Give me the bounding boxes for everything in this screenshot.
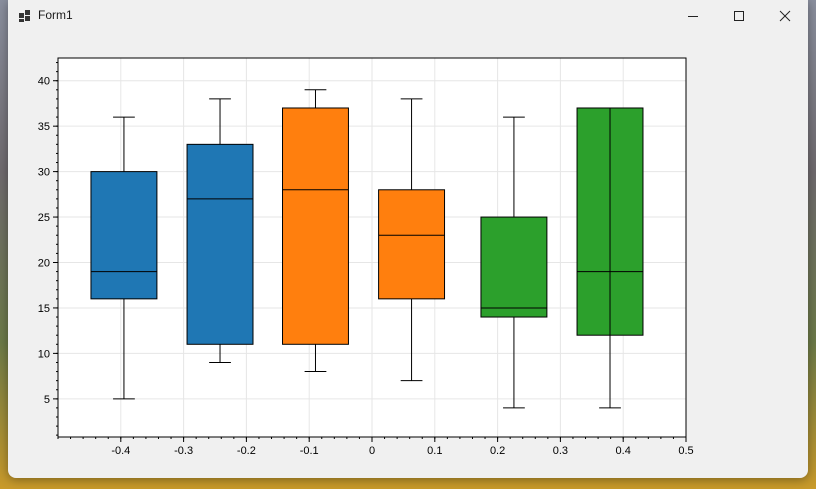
- maximize-icon: [734, 11, 744, 21]
- y-tick-label: 35: [38, 121, 50, 133]
- y-tick-label: 30: [38, 167, 50, 179]
- chart-area: 5 10 15 20 25 30 35 40 -0.4 -0.3 -0.2 -0.1 0 0.1 0.2 0.…: [8, 32, 808, 478]
- x-tick-label: -0.3: [174, 445, 193, 457]
- minimize-button[interactable]: [670, 0, 716, 32]
- y-tick-label: 20: [38, 257, 50, 269]
- y-tick-label: 10: [38, 348, 50, 360]
- app-icon: [19, 10, 30, 22]
- y-tick-label: 15: [38, 303, 50, 315]
- minimize-icon: [688, 16, 698, 17]
- y-tick-label: 40: [38, 76, 50, 88]
- box-body: [90, 171, 158, 300]
- window-title: Form1: [38, 8, 73, 22]
- box-plot-chart: 5 10 15 20 25 30 35 40 -0.4 -0.3 -0.2 -0.1 0 0.1 0.2 0.…: [38, 57, 694, 457]
- close-icon: [779, 10, 791, 22]
- x-tick-label: 0: [369, 445, 375, 457]
- box-body: [378, 189, 446, 300]
- x-tick-label: 0.2: [490, 445, 505, 457]
- app-window: Form1 5 10 15 20 25 30 35 40 -0.4 -0.3 -0.2 -0.1 0 0.…: [8, 0, 808, 478]
- x-tick-label: 0.5: [678, 445, 693, 457]
- close-button[interactable]: [762, 0, 808, 32]
- y-tick-label: 5: [44, 394, 50, 406]
- box-body: [480, 216, 548, 318]
- x-tick-label: -0.2: [237, 445, 256, 457]
- y-tick-label: 25: [38, 212, 50, 224]
- x-tick-label: -0.1: [300, 445, 319, 457]
- x-tick-label: -0.4: [111, 445, 130, 457]
- box-body: [282, 107, 349, 345]
- maximize-button[interactable]: [716, 0, 762, 32]
- x-tick-label: 0.3: [553, 445, 568, 457]
- box-body: [186, 143, 254, 345]
- x-tick-label: 0.4: [616, 445, 631, 457]
- title-bar: Form1: [8, 0, 808, 32]
- x-tick-label: 0.1: [427, 445, 442, 457]
